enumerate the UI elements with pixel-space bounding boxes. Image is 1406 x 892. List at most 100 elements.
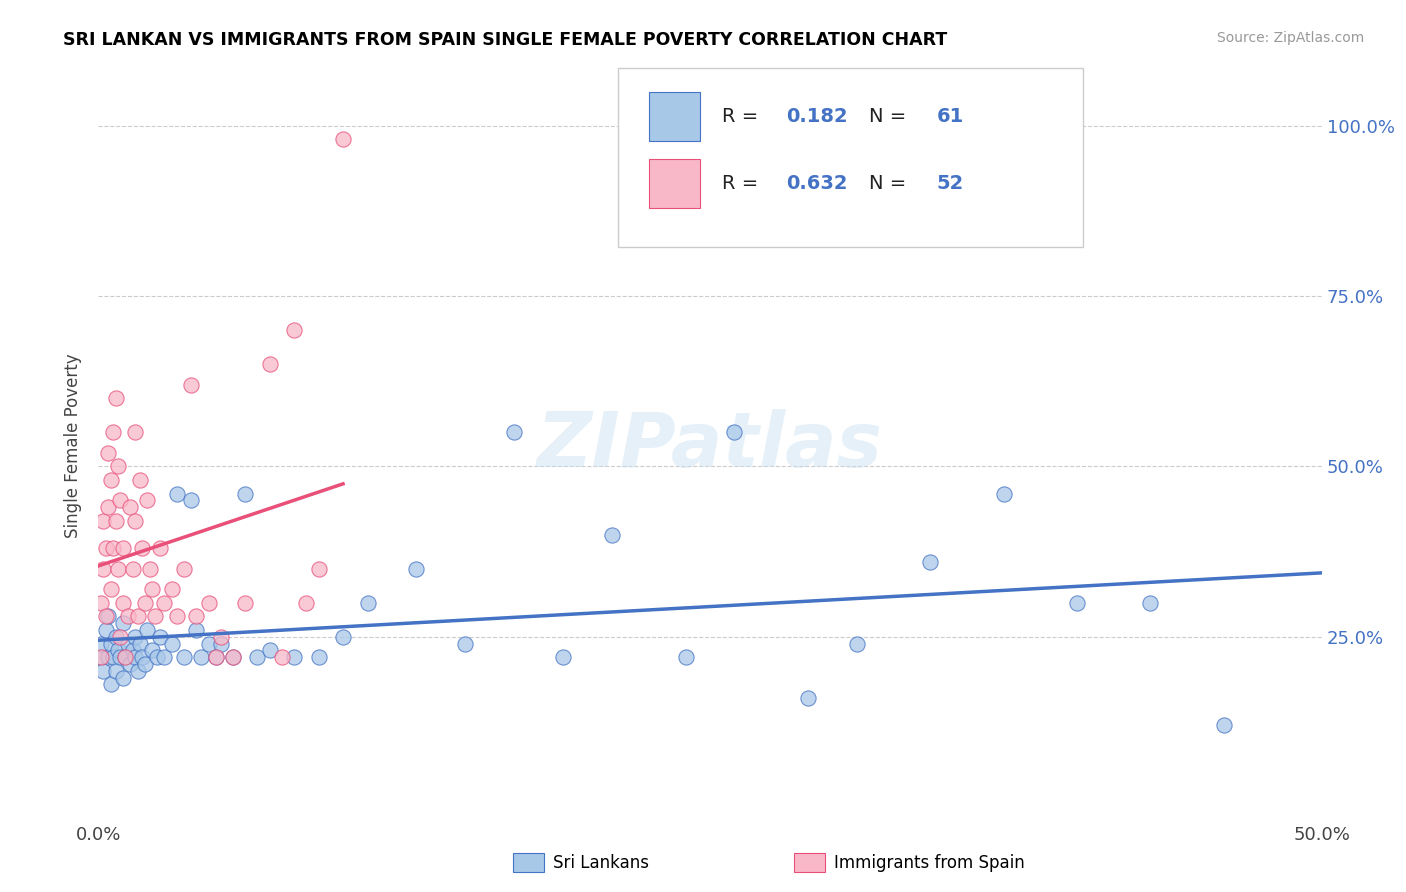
Point [136,623,159,637]
Point [124,630,146,644]
Point [104,392,127,406]
Text: 52: 52 [936,174,963,194]
Point [107,561,129,575]
Point [120,657,142,671]
Point [173,561,195,575]
Point [205,650,228,665]
Point [356,596,378,610]
Point [117,609,139,624]
Point [205,650,228,665]
Point [101,425,124,440]
Point [90,650,112,665]
Point [129,473,152,487]
Point [114,650,136,665]
Point [270,650,294,665]
Point [136,493,159,508]
Point [124,514,146,528]
Point [91,561,114,575]
Point [166,609,188,624]
Point [146,650,169,665]
Point [308,650,330,665]
Point [94,609,117,624]
Point [101,650,124,665]
Point [160,636,183,650]
Point [110,650,132,665]
Point [104,630,127,644]
Point [121,561,143,575]
Point [845,636,868,650]
Point [308,561,330,575]
Point [131,541,153,556]
Point [186,623,208,637]
Text: 61: 61 [936,107,963,126]
Point [134,657,156,671]
Point [143,609,166,624]
Point [283,323,305,337]
Point [553,650,575,665]
Point [675,650,697,665]
Text: R =: R = [723,174,765,194]
Text: 0.632: 0.632 [786,174,848,194]
Point [104,664,127,678]
Text: Source: ZipAtlas.com: Source: ZipAtlas.com [1216,31,1364,45]
FancyBboxPatch shape [648,92,700,141]
Point [1212,718,1234,732]
Point [259,357,281,371]
Point [139,561,162,575]
Point [160,582,183,596]
Point [100,473,122,487]
Point [104,514,127,528]
Point [222,650,245,665]
FancyBboxPatch shape [648,160,700,208]
Point [90,650,112,665]
Point [283,650,305,665]
Point [332,132,354,146]
Point [94,623,117,637]
Point [141,582,163,596]
Point [920,555,942,569]
Point [97,650,120,665]
Point [117,636,139,650]
Text: Sri Lankans: Sri Lankans [553,854,648,871]
Point [149,541,172,556]
Point [1139,596,1161,610]
Text: N =: N = [869,174,912,194]
Point [600,527,623,541]
Point [107,643,129,657]
Point [97,446,120,460]
Point [97,609,120,624]
Point [111,596,134,610]
Point [127,609,149,624]
Point [91,514,114,528]
Point [120,500,142,515]
Point [197,636,219,650]
FancyBboxPatch shape [619,68,1083,247]
Point [110,630,132,644]
Point [197,596,219,610]
Point [100,677,122,691]
Point [209,630,232,644]
Point [91,664,114,678]
Point [723,425,745,440]
Point [295,596,318,610]
Point [90,636,112,650]
Point [100,636,122,650]
Point [149,630,172,644]
Point [503,425,526,440]
Point [180,493,202,508]
Text: Immigrants from Spain: Immigrants from Spain [834,854,1025,871]
Point [94,541,117,556]
Point [110,493,132,508]
Point [173,650,195,665]
Text: N =: N = [869,107,912,126]
Point [166,486,188,500]
Point [222,650,245,665]
Point [190,650,212,665]
Point [141,643,163,657]
Point [405,561,427,575]
Point [332,630,354,644]
Point [100,582,122,596]
Point [121,643,143,657]
Point [111,616,134,631]
Y-axis label: Single Female Poverty: Single Female Poverty [63,354,82,538]
